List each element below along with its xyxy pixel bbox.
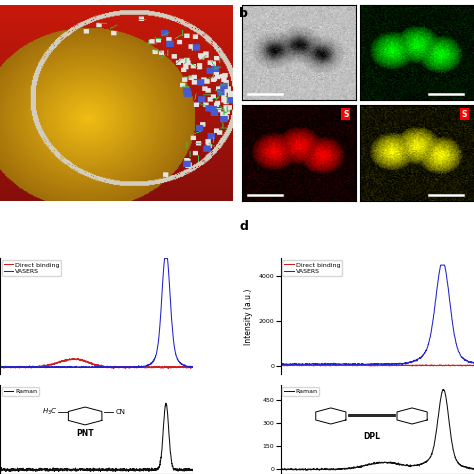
Line: Raman: Raman: [281, 390, 474, 470]
Direct binding: [81, 358, 87, 364]
Text: CN: CN: [116, 409, 126, 414]
Direct binding: [63, 358, 68, 364]
Raman: [290, 466, 295, 472]
Raman: [445, 407, 450, 412]
Raman: [278, 467, 284, 473]
Raman: [63, 466, 68, 472]
Legend: Raman: Raman: [2, 387, 39, 396]
VASERS: [30, 364, 36, 370]
Direct binding: [0, 364, 3, 370]
VASERS: [278, 362, 283, 367]
Raman: [23, 466, 28, 472]
Direct binding: [425, 363, 430, 368]
Raman: [99, 466, 105, 472]
Raman: [440, 387, 446, 392]
VASERS: [438, 262, 444, 268]
VASERS: [103, 365, 109, 370]
Line: VASERS: VASERS: [281, 265, 474, 365]
Text: PNT: PNT: [76, 429, 94, 438]
VASERS: [395, 361, 401, 366]
Legend: Raman: Raman: [283, 387, 319, 396]
Direct binding: [445, 363, 450, 368]
Line: Raman: Raman: [0, 403, 193, 472]
Direct binding: [75, 356, 81, 361]
VASERS: [390, 361, 396, 367]
VASERS: [401, 360, 407, 366]
Direct binding: [459, 363, 465, 369]
Direct binding: [390, 363, 396, 368]
VASERS: [191, 365, 196, 370]
Raman: [163, 401, 169, 406]
Text: $H_3C$: $H_3C$: [42, 406, 57, 417]
VASERS: [162, 255, 167, 261]
Raman: [471, 465, 474, 471]
Raman: [103, 467, 109, 473]
Direct binding: [99, 363, 105, 368]
Direct binding: [110, 365, 116, 371]
Direct binding: [30, 365, 36, 370]
Raman: [0, 465, 3, 471]
Y-axis label: Intensity (a.u.): Intensity (a.u.): [244, 288, 253, 345]
Legend: Direct binding, VASERS: Direct binding, VASERS: [2, 260, 61, 276]
Text: S: S: [343, 109, 348, 118]
Raman: [395, 460, 401, 466]
Line: Direct binding: Direct binding: [0, 358, 193, 368]
VASERS: [425, 344, 430, 350]
VASERS: [23, 365, 28, 370]
Raman: [191, 465, 196, 471]
VASERS: [367, 363, 373, 368]
Direct binding: [401, 363, 407, 368]
Raman: [390, 461, 396, 466]
Text: S: S: [462, 109, 467, 118]
VASERS: [0, 364, 3, 370]
VASERS: [471, 360, 474, 365]
VASERS: [81, 365, 87, 370]
Direct binding: [191, 364, 196, 370]
Line: VASERS: VASERS: [0, 258, 193, 368]
Legend: Direct binding, VASERS: Direct binding, VASERS: [283, 260, 342, 276]
Direct binding: [342, 362, 348, 368]
Direct binding: [471, 363, 474, 368]
Direct binding: [395, 363, 401, 368]
Raman: [30, 467, 36, 473]
Raman: [278, 466, 283, 472]
Raman: [425, 457, 430, 463]
VASERS: [445, 280, 450, 286]
Direct binding: [278, 363, 283, 368]
Line: Direct binding: Direct binding: [281, 365, 474, 366]
Text: b: b: [239, 7, 248, 20]
Text: d: d: [239, 220, 248, 233]
VASERS: [63, 365, 68, 370]
Raman: [0, 469, 3, 474]
Text: DPL: DPL: [363, 432, 380, 441]
VASERS: [43, 365, 48, 371]
Direct binding: [290, 363, 295, 368]
Direct binding: [23, 364, 28, 370]
Direct binding: [103, 365, 109, 370]
VASERS: [99, 365, 105, 370]
Raman: [401, 463, 407, 468]
Raman: [81, 466, 87, 472]
VASERS: [290, 362, 295, 367]
